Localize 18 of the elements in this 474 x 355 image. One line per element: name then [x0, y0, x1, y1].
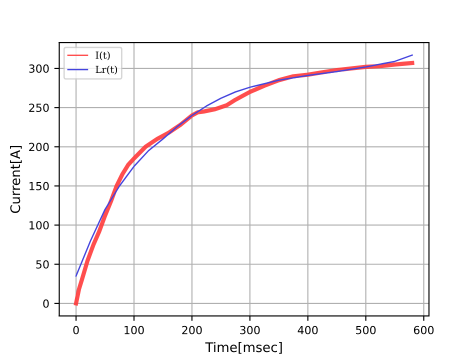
x-tick-label: 200: [182, 326, 202, 334]
y-axis-title: Current[A]: [10, 146, 22, 213]
y-tick-label: 250: [29, 104, 49, 112]
y-tick-label: 300: [29, 64, 49, 73]
x-tick-label: 100: [124, 326, 144, 334]
x-tick-label: 500: [356, 326, 376, 334]
legend-label: Lr(t): [96, 66, 118, 75]
y-tick-label: 50: [36, 260, 49, 269]
y-tick-label: 200: [29, 142, 49, 152]
legend-label: I(t): [96, 51, 110, 60]
y-tick-label: 150: [30, 182, 49, 190]
y-tick-label: 0: [43, 299, 49, 308]
x-tick-label: 0: [73, 326, 79, 334]
x-tick-label: 300: [240, 326, 260, 334]
x-axis-title: Time[msec]: [205, 342, 282, 354]
y-tick-label: 100: [30, 221, 49, 230]
x-tick-label: 400: [298, 326, 318, 334]
x-tick-label: 600: [414, 326, 434, 334]
